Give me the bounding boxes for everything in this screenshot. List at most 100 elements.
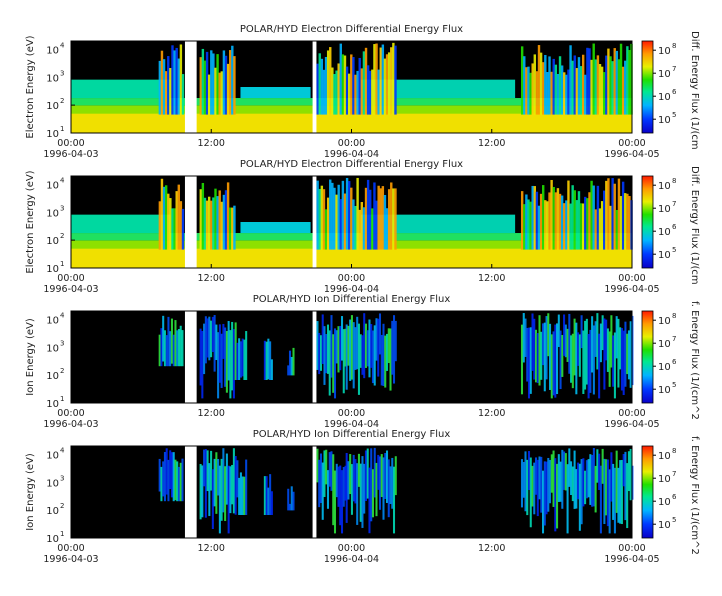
x-date-label: 1996-04-04 xyxy=(324,149,379,160)
colorbar-tick-label: 10 xyxy=(658,181,671,192)
colorbar-tick-exponent: 5 xyxy=(672,516,676,524)
x-tick-label: 00:00 xyxy=(57,408,84,419)
y-tick-exponent: 1 xyxy=(60,260,64,268)
data-gap xyxy=(312,311,317,403)
y-tick-exponent: 1 xyxy=(60,530,64,538)
data-gap xyxy=(184,311,197,403)
x-tick-label: 00:00 xyxy=(618,543,645,554)
colorbar-tick-label: 10 xyxy=(658,385,671,396)
y-tick-label: 10 xyxy=(46,450,59,461)
y-tick-label: 10 xyxy=(46,315,59,326)
data-gap xyxy=(312,446,317,538)
y-axis-label: Ion Energy (eV) xyxy=(25,318,36,396)
spectrogram-panel-2: POLAR/HYD Electron Differential Energy F… xyxy=(25,159,700,295)
colorbar-label: Diff. Energy Flux (1/(cm xyxy=(689,166,700,285)
y-tick-exponent: 2 xyxy=(60,367,64,375)
y-tick-label: 10 xyxy=(46,534,59,545)
y-tick-label: 10 xyxy=(46,478,59,489)
y-tick-label: 10 xyxy=(46,101,59,112)
colorbar-tick-label: 10 xyxy=(658,497,671,508)
y-tick-exponent: 4 xyxy=(60,311,65,319)
x-tick-label: 00:00 xyxy=(338,273,365,284)
y-tick-exponent: 4 xyxy=(60,446,65,454)
y-tick-exponent: 2 xyxy=(60,232,64,240)
y-tick-label: 10 xyxy=(46,180,59,191)
colorbar-tick-label: 10 xyxy=(658,46,671,57)
x-date-label: 1996-04-03 xyxy=(43,284,98,295)
x-tick-label: 12:00 xyxy=(478,543,505,554)
y-tick-exponent: 2 xyxy=(60,502,64,510)
y-tick-exponent: 3 xyxy=(60,204,64,212)
y-axis-label: Electron Energy (eV) xyxy=(25,170,36,273)
colorbar-label: f. Energy Flux (1/(cm^2 xyxy=(689,301,700,420)
x-tick-label: 00:00 xyxy=(618,408,645,419)
y-axis-label: Electron Energy (eV) xyxy=(25,35,36,138)
colorbar-tick-exponent: 5 xyxy=(672,381,676,389)
colorbar-tick-label: 10 xyxy=(658,204,671,215)
x-tick-label: 00:00 xyxy=(618,273,645,284)
y-tick-label: 10 xyxy=(46,506,59,517)
x-tick-label: 12:00 xyxy=(478,273,505,284)
panel-title: POLAR/HYD Ion Differential Energy Flux xyxy=(253,294,451,305)
colorbar-label: Diff. Energy Flux (1/(cm xyxy=(689,31,700,150)
colorbar-tick-exponent: 8 xyxy=(672,42,676,50)
colorbar-tick-exponent: 5 xyxy=(672,246,676,254)
y-tick-exponent: 1 xyxy=(60,395,64,403)
y-tick-label: 10 xyxy=(46,208,59,219)
y-tick-label: 10 xyxy=(46,45,59,56)
colorbar-tick-exponent: 6 xyxy=(672,358,677,366)
x-date-label: 1996-04-04 xyxy=(324,419,379,430)
y-tick-exponent: 2 xyxy=(60,97,64,105)
x-tick-label: 12:00 xyxy=(198,543,225,554)
y-tick-label: 10 xyxy=(46,264,59,275)
colorbar-tick-exponent: 6 xyxy=(672,223,677,231)
x-tick-label: 00:00 xyxy=(338,138,365,149)
panel-title: POLAR/HYD Electron Differential Energy F… xyxy=(240,159,463,170)
colorbar-tick-label: 10 xyxy=(658,520,671,531)
y-tick-exponent: 3 xyxy=(60,339,64,347)
x-tick-label: 00:00 xyxy=(338,543,365,554)
x-tick-label: 00:00 xyxy=(338,408,365,419)
colorbar-tick-label: 10 xyxy=(658,316,671,327)
x-date-label: 1996-04-04 xyxy=(324,554,379,565)
x-date-label: 1996-04-05 xyxy=(604,419,659,430)
x-tick-label: 12:00 xyxy=(198,273,225,284)
y-tick-exponent: 4 xyxy=(60,176,65,184)
y-axis-label: Ion Energy (eV) xyxy=(25,453,36,531)
colorbar-tick-exponent: 5 xyxy=(672,111,676,119)
x-tick-label: 00:00 xyxy=(618,138,645,149)
colorbar-tick-exponent: 6 xyxy=(672,493,677,501)
y-tick-label: 10 xyxy=(46,371,59,382)
x-tick-label: 12:00 xyxy=(198,408,225,419)
colorbar-tick-label: 10 xyxy=(658,92,671,103)
y-tick-exponent: 1 xyxy=(60,125,64,133)
y-tick-label: 10 xyxy=(46,73,59,84)
colorbar-tick-exponent: 7 xyxy=(672,200,676,208)
colorbar-tick-label: 10 xyxy=(658,339,671,350)
data-gap xyxy=(312,176,317,268)
spectrogram-panel-1: POLAR/HYD Electron Differential Energy F… xyxy=(25,24,700,160)
colorbar-tick-exponent: 7 xyxy=(672,65,676,73)
colorbar-tick-exponent: 7 xyxy=(672,335,676,343)
y-tick-label: 10 xyxy=(46,129,59,140)
x-tick-label: 12:00 xyxy=(478,408,505,419)
colorbar-tick-label: 10 xyxy=(658,250,671,261)
panel-title: POLAR/HYD Electron Differential Energy F… xyxy=(240,24,463,35)
colorbar-tick-exponent: 8 xyxy=(672,312,676,320)
x-tick-label: 00:00 xyxy=(57,543,84,554)
spectrogram-panel-4: POLAR/HYD Ion Differential Energy Flux10… xyxy=(25,429,700,565)
y-tick-exponent: 3 xyxy=(60,69,64,77)
spectrogram-panel-3: POLAR/HYD Ion Differential Energy Flux10… xyxy=(25,294,700,430)
y-tick-label: 10 xyxy=(46,236,59,247)
x-tick-label: 12:00 xyxy=(198,138,225,149)
x-date-label: 1996-04-03 xyxy=(43,149,98,160)
colorbar-tick-exponent: 7 xyxy=(672,470,676,478)
x-date-label: 1996-04-04 xyxy=(324,284,379,295)
colorbar-tick-label: 10 xyxy=(658,474,671,485)
x-date-label: 1996-04-03 xyxy=(43,419,98,430)
data-gap xyxy=(184,446,197,538)
